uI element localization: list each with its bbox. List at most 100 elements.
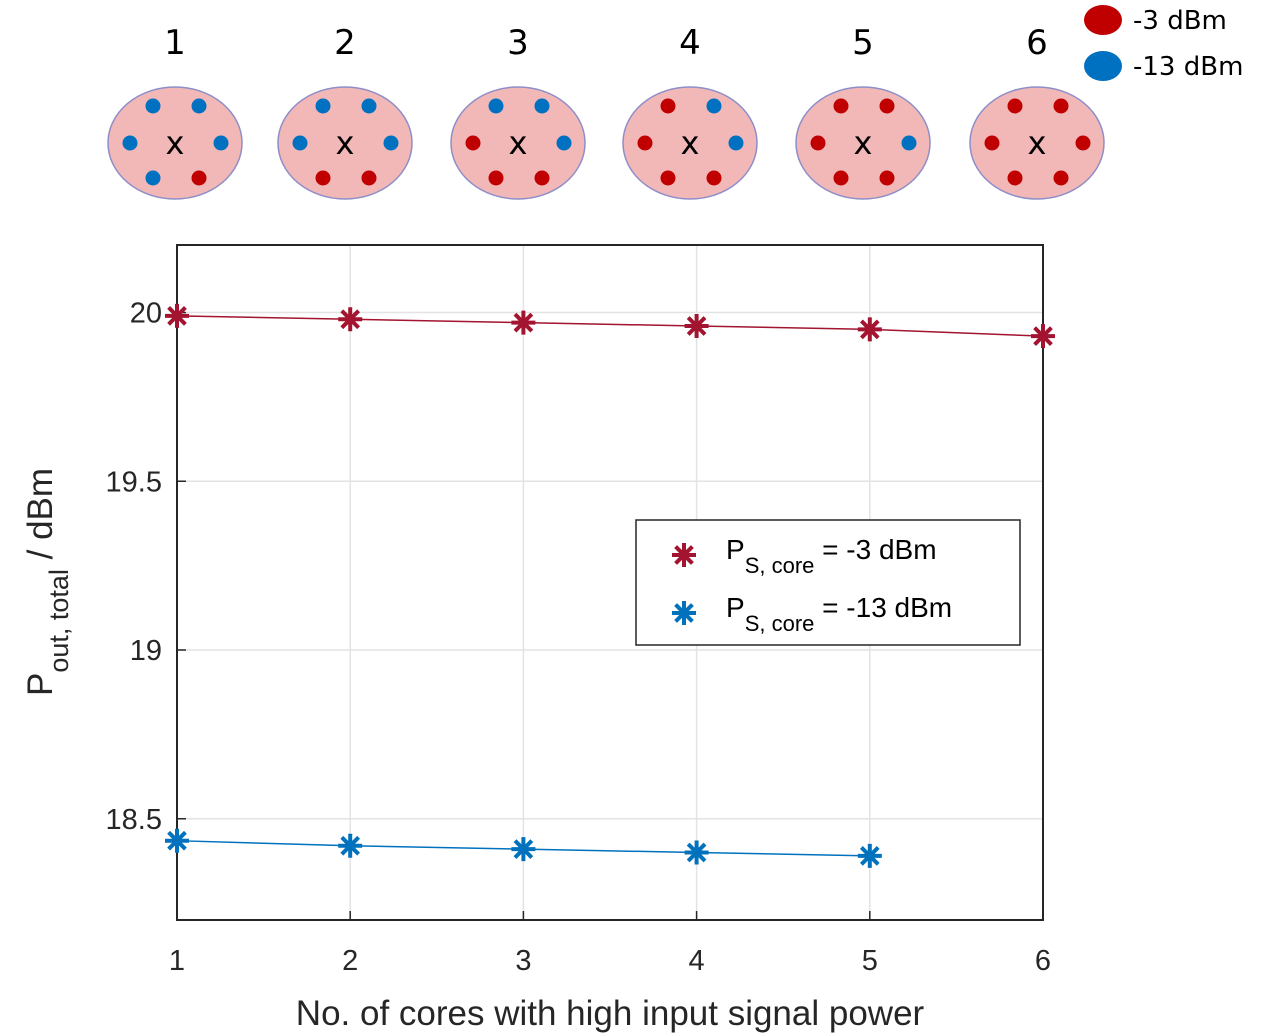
fiber-core — [1053, 170, 1069, 186]
legend-label: -3 dBm — [1133, 6, 1227, 36]
y-tick-label: 20 — [130, 298, 162, 330]
data-marker — [338, 307, 363, 332]
fiber-number: 6 — [1026, 23, 1048, 63]
data-marker — [684, 314, 709, 338]
fiber-core — [1007, 98, 1023, 114]
fiber-core — [879, 170, 895, 186]
fiber-core — [1075, 135, 1091, 151]
fiber-core — [1007, 170, 1023, 186]
legend-marker — [672, 543, 696, 567]
y-tick-label: 19 — [130, 635, 162, 667]
y-tick-label: 18.5 — [106, 804, 162, 836]
fiber-core — [833, 170, 849, 186]
legend-dot — [1084, 5, 1122, 35]
fiber-cladding — [795, 86, 931, 200]
fiber-core — [315, 170, 331, 186]
x-axis-label: No. of cores with high input signal powe… — [296, 994, 925, 1033]
fiber-cladding — [107, 86, 243, 200]
fiber-number: 4 — [679, 23, 701, 63]
fiber-core — [879, 98, 895, 114]
legend-box — [635, 519, 1021, 646]
legend-label-sub: S, core — [745, 553, 815, 578]
x-tick-label: 6 — [1035, 945, 1051, 977]
fiber-core — [315, 98, 331, 114]
fiber-number: 1 — [164, 23, 186, 63]
data-marker — [684, 840, 709, 865]
fiber-center: x — [681, 124, 700, 162]
data-marker — [857, 843, 882, 868]
fiber-core — [465, 135, 481, 151]
data-marker — [1031, 324, 1055, 349]
legend-label-main: P — [726, 592, 745, 623]
fiber-core — [556, 135, 572, 151]
legend-label-main: P — [726, 534, 745, 565]
x-tick-label: 2 — [342, 945, 358, 977]
legend-label: -13 dBm — [1133, 52, 1243, 82]
data-marker — [511, 837, 536, 862]
plot-frame — [176, 244, 1044, 921]
data-marker — [165, 303, 189, 328]
y-tick-label: 19.5 — [106, 466, 162, 498]
fiber-core — [292, 135, 308, 151]
fiber-center: x — [336, 124, 355, 162]
fiber-center: x — [854, 124, 873, 162]
legend-label: PS, core = -13 dBm — [726, 592, 952, 636]
y-axis-label: Pout, total / dBm — [21, 468, 74, 696]
fiber-core — [660, 98, 676, 114]
fiber-core — [534, 98, 550, 114]
fiber-number: 5 — [852, 23, 874, 63]
fiber-core — [728, 135, 744, 151]
fiber-core — [191, 170, 207, 186]
fiber-cladding — [622, 86, 758, 200]
legend-label-sub: S, core — [745, 611, 815, 636]
fiber-core — [122, 135, 138, 151]
x-tick-label: 1 — [169, 945, 185, 977]
fiber-core — [213, 135, 229, 151]
fiber-cladding — [277, 86, 413, 200]
fiber-number: 2 — [334, 23, 356, 63]
x-tick-label: 3 — [515, 945, 531, 977]
fiber-core — [810, 135, 826, 151]
fiber-core — [145, 170, 161, 186]
fiber-center: x — [509, 124, 528, 162]
data-marker — [165, 828, 189, 853]
fiber-core — [191, 98, 207, 114]
fiber-core — [833, 98, 849, 114]
x-tick-label: 5 — [862, 945, 878, 977]
fiber-number: 3 — [507, 23, 529, 63]
fiber-core — [1053, 98, 1069, 114]
legend-label-rest: = -3 dBm — [814, 534, 936, 565]
x-tick-label: 4 — [689, 945, 705, 977]
fiber-core — [488, 98, 504, 114]
legend-marker — [672, 601, 696, 625]
y-axis-label-main: P — [21, 673, 60, 696]
y-axis-label-rest: / dBm — [21, 468, 60, 569]
fiber-core — [488, 170, 504, 186]
legend-label: PS, core = -3 dBm — [726, 534, 937, 578]
fiber-center: x — [1028, 124, 1047, 162]
fiber-core — [361, 98, 377, 114]
fiber-cladding — [969, 86, 1105, 200]
data-marker — [857, 317, 882, 342]
fiber-core — [706, 170, 722, 186]
fiber-core — [901, 135, 917, 151]
fiber-diagram: 1 x 2 x 3 x 4 x 5 x 6 x -3 dBm -13 dBm — [107, 5, 1243, 200]
legend-label-rest: = -13 dBm — [814, 592, 952, 623]
fiber-cladding — [450, 86, 586, 200]
fiber-core — [145, 98, 161, 114]
fiber-core — [534, 170, 550, 186]
series-line — [176, 315, 1044, 337]
data-marker — [338, 833, 363, 858]
fiber-core — [637, 135, 653, 151]
legend-dot — [1084, 51, 1122, 81]
fiber-core — [660, 170, 676, 186]
fiber-core — [706, 98, 722, 114]
data-marker — [511, 310, 536, 335]
y-axis-label-sub: out, total — [44, 569, 74, 673]
fiber-center: x — [166, 124, 185, 162]
fiber-core — [383, 135, 399, 151]
fiber-core — [361, 170, 377, 186]
fiber-core — [984, 135, 1000, 151]
